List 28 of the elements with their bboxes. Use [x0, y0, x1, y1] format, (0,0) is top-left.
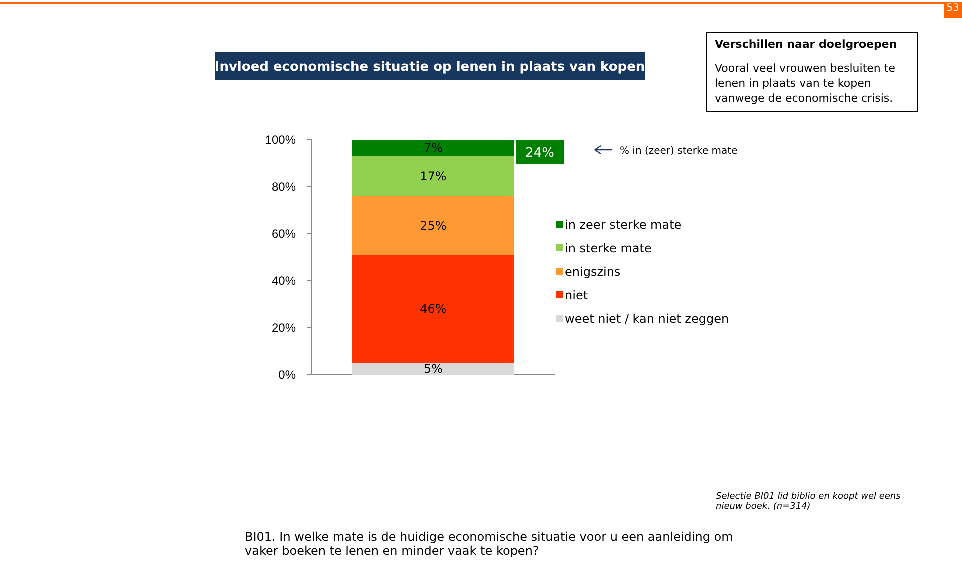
text: Verschillen naar doelgroepen — [715, 38, 898, 51]
data-label: 5% — [424, 362, 444, 376]
data-label: 25% — [420, 218, 447, 233]
bar — [352, 196, 514, 256]
y-tick-label: 40% — [272, 274, 296, 288]
text: Selectie BI01 lid biblio en koopt wel eens nieuw boek. (n=314) — [716, 492, 902, 512]
bar — [352, 255, 514, 364]
text: 53 — [944, 3, 962, 18]
text: BI01. In welke mate is de huidige economische situatie voor u een aanleiding om vaker boeken te lenen en minder vaak te kopen? — [245, 530, 734, 558]
text: % in (zeer) sterke mate — [620, 146, 738, 157]
y-tick-label: 0% — [278, 368, 296, 382]
data-label: 46% — [420, 302, 447, 316]
chart-title: Invloed economische situatie op lenen in plaats van kopen — [214, 60, 646, 75]
y-tick-label: 80% — [272, 180, 296, 194]
data-label: 7% — [424, 141, 444, 156]
legend-label: in zeer sterke mate — [565, 218, 682, 232]
y-tick-label: 60% — [272, 226, 296, 241]
legend-label: in sterke mate — [565, 242, 652, 256]
data-label: 17% — [420, 169, 447, 184]
bar — [352, 156, 514, 196]
text: Vooral veel vrouwen besluiten te lenen in plaats van te kopen vanwege de economische crisis. — [715, 61, 896, 106]
legend-label: enigszins — [565, 265, 621, 279]
y-tick-label: 20% — [272, 320, 296, 335]
legend-label: niet — [565, 288, 588, 302]
text: 24% — [526, 146, 554, 161]
bar — [352, 363, 514, 375]
y-tick-label: 100% — [265, 132, 296, 147]
legend-label: weet niet / kan niet zeggen — [565, 312, 730, 326]
